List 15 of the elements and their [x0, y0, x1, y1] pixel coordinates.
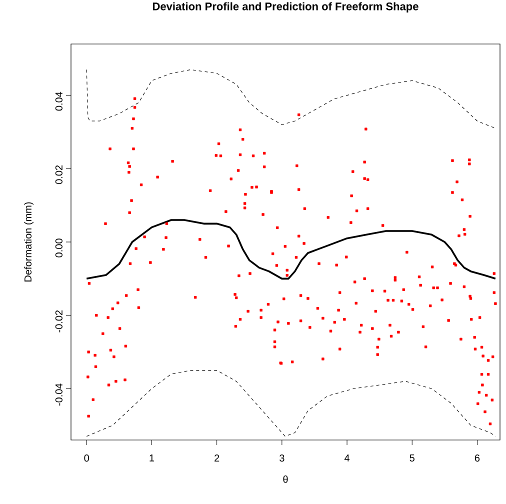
y-tick-label: 0.00 [55, 238, 62, 258]
x-tick-label: 1 [150, 454, 154, 462]
y-tick-label: 0.04 [55, 92, 62, 111]
y-tick-label: 0.02 [55, 165, 62, 184]
y-tick-label: -0.04 [55, 384, 62, 406]
y-tick-label: -0.02 [55, 310, 62, 332]
chart-title: Deviation Profile and Prediction of Freeform Shape [152, 2, 418, 12]
x-tick-label: 6 [474, 454, 480, 462]
x-tick-label: 2 [214, 454, 220, 462]
x-tick-label: 5 [410, 454, 414, 462]
x-tick-label: 4 [344, 454, 350, 462]
y-axis-title: Deformation (mm) [24, 202, 34, 282]
x-tick-label: 3 [280, 454, 284, 462]
x-axis-title: θ [283, 476, 288, 483]
x-tick-label: 0 [84, 454, 90, 462]
